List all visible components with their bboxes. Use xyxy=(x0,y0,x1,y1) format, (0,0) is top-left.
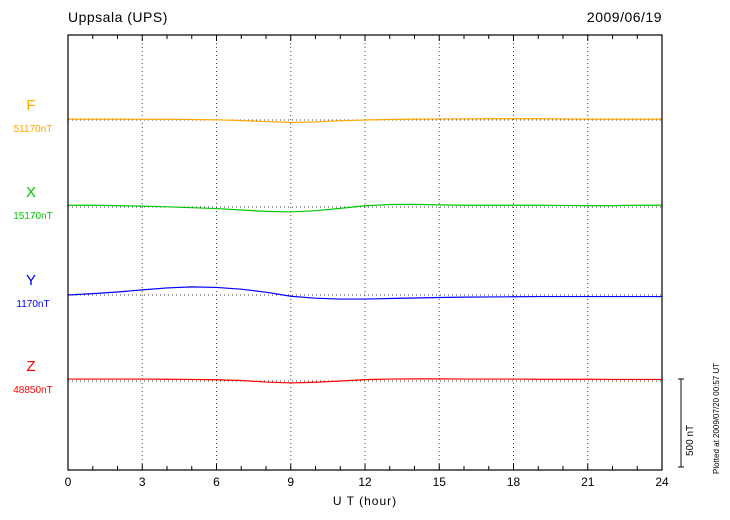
series-X-baseline-value: 15170nT xyxy=(13,211,53,222)
series-F-baseline-value: 51170nT xyxy=(13,124,53,135)
x-tick-label-3: 3 xyxy=(138,475,146,489)
series-Z-baseline-value: 48850nT xyxy=(13,385,53,396)
x-tick-label-0: 0 xyxy=(64,475,72,489)
x-tick-label-6: 6 xyxy=(213,475,220,489)
trace-F xyxy=(68,118,662,124)
x-axis-title: U T (hour) xyxy=(332,494,398,508)
series-Z-label: Z xyxy=(26,358,36,375)
x-tick-label-24: 24 xyxy=(655,475,669,489)
series-X-label: X xyxy=(25,184,36,201)
series-F-label: F xyxy=(26,97,36,114)
scale-bar-label: 500 nT xyxy=(685,424,696,456)
trace-Y xyxy=(67,286,662,300)
x-tick-label-9: 9 xyxy=(287,475,295,489)
trace-Z xyxy=(68,378,662,384)
trace-X xyxy=(68,203,662,213)
date-label: 2009/06/19 xyxy=(586,9,662,25)
x-tick-label-12: 12 xyxy=(358,475,372,489)
series-Y-baseline-value: 1170nT xyxy=(16,299,50,310)
plot-border xyxy=(67,34,663,471)
x-tick-label-18: 18 xyxy=(506,475,521,489)
x-tick-label-21: 21 xyxy=(581,475,595,489)
series-Y-label: Y xyxy=(25,272,36,289)
station-title: Uppsala (UPS) xyxy=(68,9,168,25)
x-tick-label-15: 15 xyxy=(432,475,446,489)
plotted-at-note: Plotted at 2009/07/20 00:57 UT xyxy=(712,362,721,474)
